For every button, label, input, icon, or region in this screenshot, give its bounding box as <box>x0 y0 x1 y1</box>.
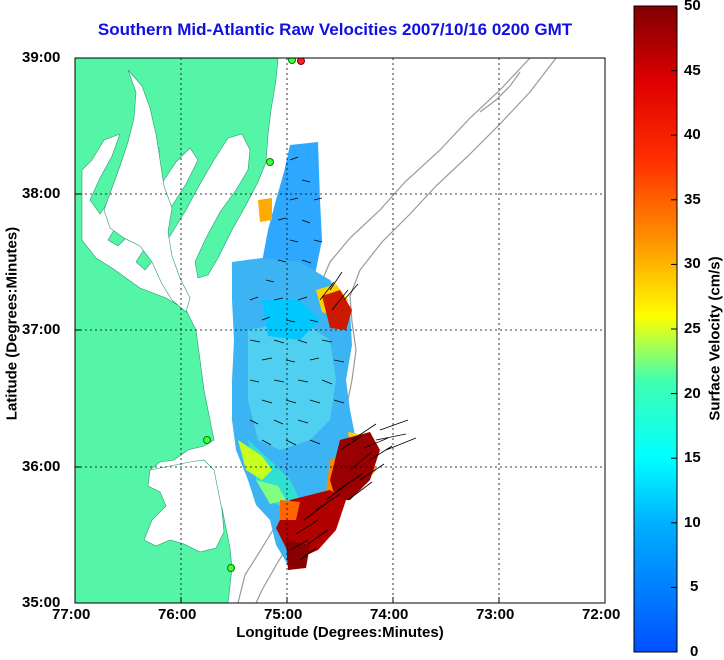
colorbar-tick: 45 <box>684 62 701 79</box>
colorbar-tick: 15 <box>684 449 701 466</box>
x-axis-label: Longitude (Degrees:Minutes) <box>236 624 444 641</box>
pamlico-sound <box>143 459 225 553</box>
y-tick: 37:00 <box>22 321 61 338</box>
x-tick: 74:00 <box>370 606 409 623</box>
x-tick: 72:00 <box>582 606 621 623</box>
station-markers <box>203 58 305 572</box>
colorbar-tick: 20 <box>684 385 701 402</box>
colorbar <box>633 5 678 653</box>
velocity-field <box>232 142 380 570</box>
velocity-arrows <box>249 156 417 561</box>
map-title: Southern Mid-Atlantic Raw Velocities 200… <box>97 20 573 39</box>
y-tick: 38:00 <box>22 185 61 202</box>
x-tick: 73:00 <box>476 606 515 623</box>
y-tick: 36:00 <box>22 458 61 475</box>
y-tick: 35:00 <box>22 594 61 611</box>
colorbar-tick: 30 <box>684 255 701 272</box>
colorbar-tick: 0 <box>690 643 699 660</box>
colorbar-tick: 5 <box>690 578 699 595</box>
grid-lines <box>75 58 605 603</box>
colorbar-tick: 40 <box>684 126 701 143</box>
x-tick: 76:00 <box>158 606 197 623</box>
colorbar-tick: 35 <box>684 191 701 208</box>
colorbar-label: Surface Velocity (cm/s) <box>706 256 724 421</box>
y-tick: 39:00 <box>22 49 61 66</box>
colorbar-ticks <box>671 70 677 588</box>
colorbar-tick: 25 <box>684 320 701 337</box>
y-axis-label: Latitude (Degrees:Minutes) <box>3 226 21 421</box>
colorbar-tick: 10 <box>684 514 701 531</box>
colorbar-tick: 50 <box>684 0 701 14</box>
x-tick: 75:00 <box>264 606 303 623</box>
x-tick: 77:00 <box>52 606 91 623</box>
chesapeake-bay <box>103 69 191 313</box>
